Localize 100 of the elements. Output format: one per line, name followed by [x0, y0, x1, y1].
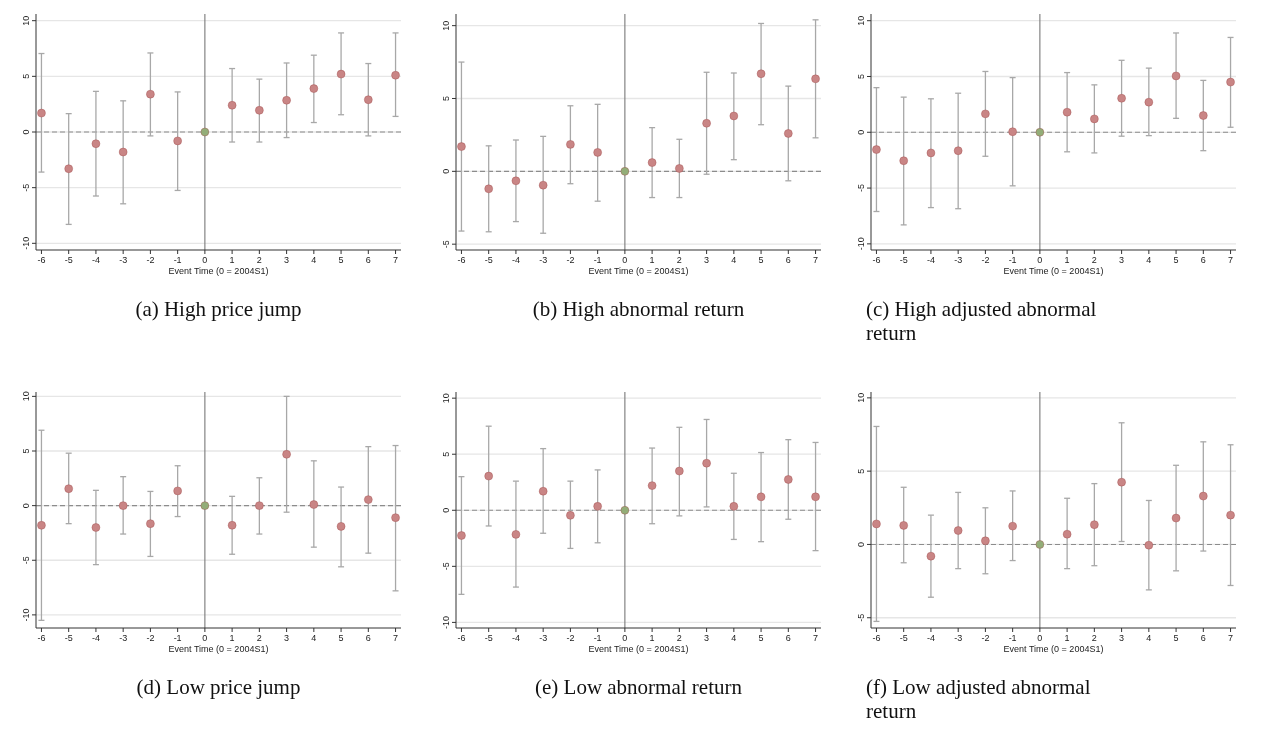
point: [457, 531, 466, 540]
x-tick-label: -3: [539, 633, 548, 643]
x-tick-label: 4: [1146, 633, 1152, 643]
point: [118, 147, 128, 157]
point: [1008, 127, 1018, 137]
x-axis-title: Event Time (0 = 2004S1): [588, 644, 689, 654]
x-tick-label: -3: [954, 633, 963, 643]
x-tick-label: -1: [593, 255, 602, 265]
point: [674, 466, 684, 476]
point: [729, 501, 739, 511]
point: [1117, 93, 1126, 103]
x-tick-label: 5: [758, 633, 764, 643]
point: [953, 526, 963, 535]
point: [926, 148, 936, 158]
x-tick-label: -6: [37, 633, 46, 643]
y-tick-label: 10: [441, 20, 451, 31]
point: [227, 100, 237, 110]
point: [593, 501, 603, 511]
point: [981, 536, 990, 546]
point: [64, 164, 74, 174]
point: [647, 158, 657, 167]
point: [391, 513, 400, 523]
point: [457, 142, 466, 151]
point: [282, 449, 291, 459]
x-axis-title: Event Time (0 = 2004S1): [1003, 644, 1104, 654]
x-tick-label: 5: [338, 255, 344, 265]
x-tick-label: 4: [731, 633, 737, 643]
x-tick-label: 4: [311, 255, 317, 265]
x-tick-label: -5: [64, 255, 73, 265]
point: [1062, 107, 1072, 117]
x-tick-label: -6: [457, 255, 466, 265]
point: [309, 500, 319, 509]
y-tick-label: -10: [21, 608, 31, 622]
point: [200, 501, 210, 511]
y-tick-label: 0: [856, 129, 866, 135]
x-tick-label: 5: [1173, 255, 1179, 265]
y-tick-label: -10: [21, 236, 31, 250]
x-tick-label: 3: [284, 255, 290, 265]
x-tick-label: 2: [256, 255, 262, 265]
x-tick-label: -1: [1008, 255, 1017, 265]
point: [146, 519, 155, 529]
y-tick-label: -5: [21, 556, 31, 565]
point: [729, 111, 739, 121]
x-tick-label: 7: [813, 255, 819, 265]
x-tick-label: 4: [731, 255, 737, 265]
y-tick-label: 5: [21, 448, 31, 454]
y-tick-label: -5: [441, 562, 451, 571]
y-tick-label: -5: [856, 184, 866, 193]
y-tick-label: 5: [856, 468, 866, 474]
point: [1062, 529, 1072, 539]
x-tick-label: 3: [284, 633, 290, 643]
x-axis-title: Event Time (0 = 2004S1): [1003, 266, 1104, 276]
x-tick-label: 0: [202, 633, 208, 643]
y-tick-label: 10: [21, 15, 31, 26]
point: [981, 109, 990, 119]
point: [91, 139, 101, 149]
point: [1226, 77, 1235, 87]
x-tick-label: -4: [91, 633, 100, 643]
x-tick-label: -3: [539, 255, 548, 265]
x-tick-label: 7: [1228, 255, 1234, 265]
x-tick-label: 6: [785, 633, 791, 643]
x-tick-label: -5: [899, 633, 908, 643]
x-axis-title: Event Time (0 = 2004S1): [168, 644, 269, 654]
point: [872, 145, 881, 154]
x-tick-label: -6: [37, 255, 46, 265]
x-tick-label: 0: [622, 255, 628, 265]
point: [391, 70, 400, 80]
x-tick-label: 0: [1037, 633, 1043, 643]
y-tick-label: 10: [21, 391, 31, 402]
point: [484, 471, 494, 481]
x-tick-label: 1: [229, 633, 235, 643]
x-tick-label: -5: [64, 633, 73, 643]
point: [1226, 510, 1235, 520]
x-tick-label: -3: [119, 633, 128, 643]
x-tick-label: -2: [566, 633, 575, 643]
x-tick-label: 1: [1064, 255, 1070, 265]
point: [783, 475, 793, 484]
x-tick-label: -1: [1008, 633, 1017, 643]
x-tick-label: -6: [872, 255, 881, 265]
point: [511, 176, 521, 186]
point: [702, 458, 711, 468]
x-tick-label: 1: [229, 255, 235, 265]
point: [872, 519, 881, 529]
y-tick-label: 5: [441, 95, 451, 101]
x-tick-label: 5: [338, 633, 344, 643]
x-tick-label: 3: [704, 633, 710, 643]
x-tick-label: 2: [1091, 255, 1097, 265]
y-tick-label: 0: [21, 503, 31, 509]
x-tick-label: 2: [676, 255, 682, 265]
x-axis-title: Event Time (0 = 2004S1): [588, 266, 689, 276]
point: [173, 136, 183, 146]
x-tick-label: 0: [202, 255, 208, 265]
x-tick-label: 7: [393, 633, 399, 643]
point: [37, 520, 46, 530]
point: [811, 74, 820, 84]
x-tick-label: -3: [119, 255, 128, 265]
point: [647, 481, 657, 490]
x-tick-label: -2: [566, 255, 575, 265]
point: [91, 523, 101, 532]
x-tick-label: 4: [1146, 255, 1152, 265]
